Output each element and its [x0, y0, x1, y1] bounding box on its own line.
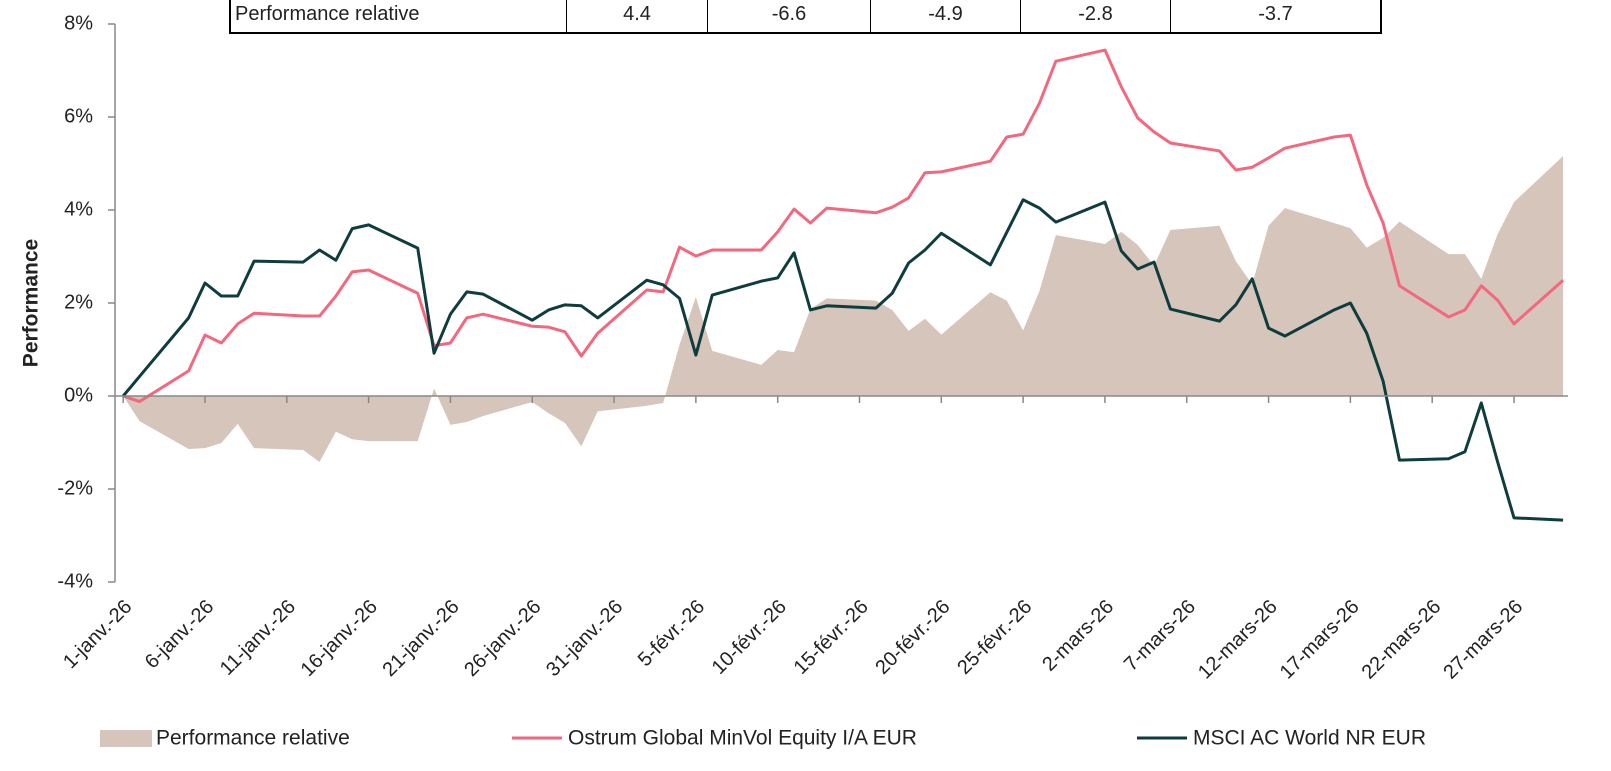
x-tick-label: 21-janv.-26 [378, 596, 463, 681]
summary-table: Performance relative 4.4 -6.6 -4.9 -2.8 … [229, 0, 1382, 34]
x-tick-label: 5-févr.-26 [634, 596, 709, 671]
x-tick-label: 26-janv.-26 [460, 596, 545, 681]
legend: Performance relative Ostrum Global MinVol… [100, 727, 1426, 750]
line [122, 198, 1564, 522]
x-tick-label: 15-févr.-26 [790, 596, 873, 679]
table-cell: -3.7 [1170, 0, 1380, 32]
table-cell: -6.6 [707, 0, 870, 32]
y-tick-label: 2% [64, 291, 93, 313]
x-tick-label: 1-janv.-26 [59, 596, 136, 673]
table-cell: Performance relative [235, 3, 420, 25]
x-tick-label: 2-mars-26 [1038, 596, 1118, 676]
y-tick-label: -2% [57, 477, 93, 499]
x-tick-label: 31-janv.-26 [542, 596, 627, 681]
line [122, 48, 1565, 404]
y-axis-label: Performance [20, 239, 43, 367]
area [123, 156, 1564, 463]
x-tick-label: 20-févr.-26 [871, 596, 954, 679]
x-tick-label: 7-mars-26 [1120, 596, 1200, 676]
x-tick-label: 17-mars-26 [1276, 596, 1364, 684]
legend-label: MSCI AC World NR EUR [1193, 727, 1426, 750]
x-tick-label: 11-janv.-26 [216, 596, 300, 680]
legend-label: Ostrum Global MinVol Equity I/A EUR [568, 727, 917, 750]
x-tick-label: 6-janv.-26 [141, 596, 218, 673]
table-cell: -2.8 [1020, 0, 1170, 32]
x-tick-label: 25-févr.-26 [953, 596, 1036, 679]
x-tick-label: 27-mars-26 [1439, 596, 1527, 684]
plot-area [122, 48, 1565, 522]
y-tick-label: 8% [64, 12, 93, 34]
table-cell: -4.9 [870, 0, 1020, 32]
x-tick-label: 10-févr.-26 [708, 596, 791, 679]
legend-label: Performance relative [156, 727, 350, 750]
y-tick-label: 6% [64, 105, 93, 127]
y-tick-label: -4% [57, 570, 93, 592]
y-tick-label: 4% [64, 198, 93, 220]
x-tick-label: 16-janv.-26 [297, 596, 382, 681]
x-tick-label: 12-mars-26 [1194, 596, 1282, 684]
x-tick-label: 22-mars-26 [1358, 596, 1446, 684]
legend-swatch [100, 730, 152, 747]
table-cell: 4.4 [566, 0, 707, 32]
y-tick-label: 0% [64, 384, 93, 406]
